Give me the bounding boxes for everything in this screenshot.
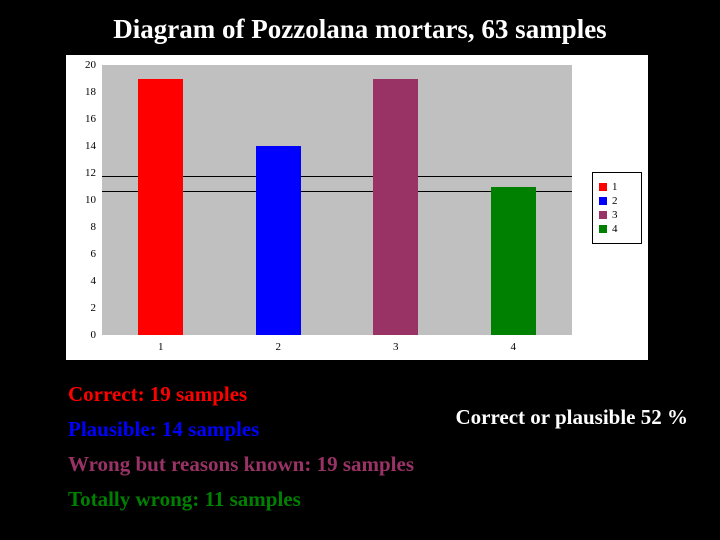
slide: Diagram of Pozzolana mortars, 63 samples… <box>0 0 720 540</box>
y-tick-label: 4 <box>91 275 97 287</box>
chart-container: 02468101214161820 1234 1234 <box>66 55 648 360</box>
legend-label: 2 <box>612 195 618 207</box>
x-tick-label: 2 <box>276 341 282 353</box>
legend-label: 1 <box>612 181 618 193</box>
legend: 1 2 3 4 <box>592 172 642 244</box>
bar <box>256 146 301 335</box>
caption-area: Correct: 19 samples Plausible: 14 sample… <box>68 382 680 512</box>
legend-item: 4 <box>599 223 635 235</box>
caption-totally-wrong: Totally wrong: 11 samples <box>68 487 680 512</box>
x-tick-label: 1 <box>158 341 164 353</box>
y-axis: 02468101214161820 <box>66 65 100 335</box>
legend-swatch <box>599 183 607 191</box>
caption-correct: Correct: 19 samples <box>68 382 680 407</box>
y-tick-label: 8 <box>91 221 97 233</box>
y-tick-label: 2 <box>91 302 97 314</box>
y-tick-label: 10 <box>85 194 96 206</box>
legend-item: 1 <box>599 181 635 193</box>
caption-wrong-known: Wrong but reasons known: 19 samples <box>68 452 680 477</box>
legend-swatch <box>599 225 607 233</box>
legend-label: 4 <box>612 223 618 235</box>
bar <box>373 79 418 336</box>
y-tick-label: 20 <box>85 59 96 71</box>
y-tick-label: 0 <box>91 329 97 341</box>
x-tick-label: 4 <box>511 341 517 353</box>
x-axis: 1 2 3 4 <box>102 335 572 360</box>
y-tick-label: 18 <box>85 86 96 98</box>
y-tick-label: 6 <box>91 248 97 260</box>
legend-swatch <box>599 211 607 219</box>
y-tick-label: 12 <box>85 167 96 179</box>
caption-summary: Correct or plausible 52 % <box>455 405 688 430</box>
legend-label: 3 <box>612 209 618 221</box>
bar <box>491 187 536 336</box>
legend-swatch <box>599 197 607 205</box>
y-tick-label: 16 <box>85 113 96 125</box>
y-tick-label: 14 <box>85 140 96 152</box>
x-tick-label: 3 <box>393 341 399 353</box>
bar <box>138 79 183 336</box>
plot-area <box>102 65 572 335</box>
legend-item: 3 <box>599 209 635 221</box>
legend-item: 2 <box>599 195 635 207</box>
page-title: Diagram of Pozzolana mortars, 63 samples <box>40 14 680 45</box>
